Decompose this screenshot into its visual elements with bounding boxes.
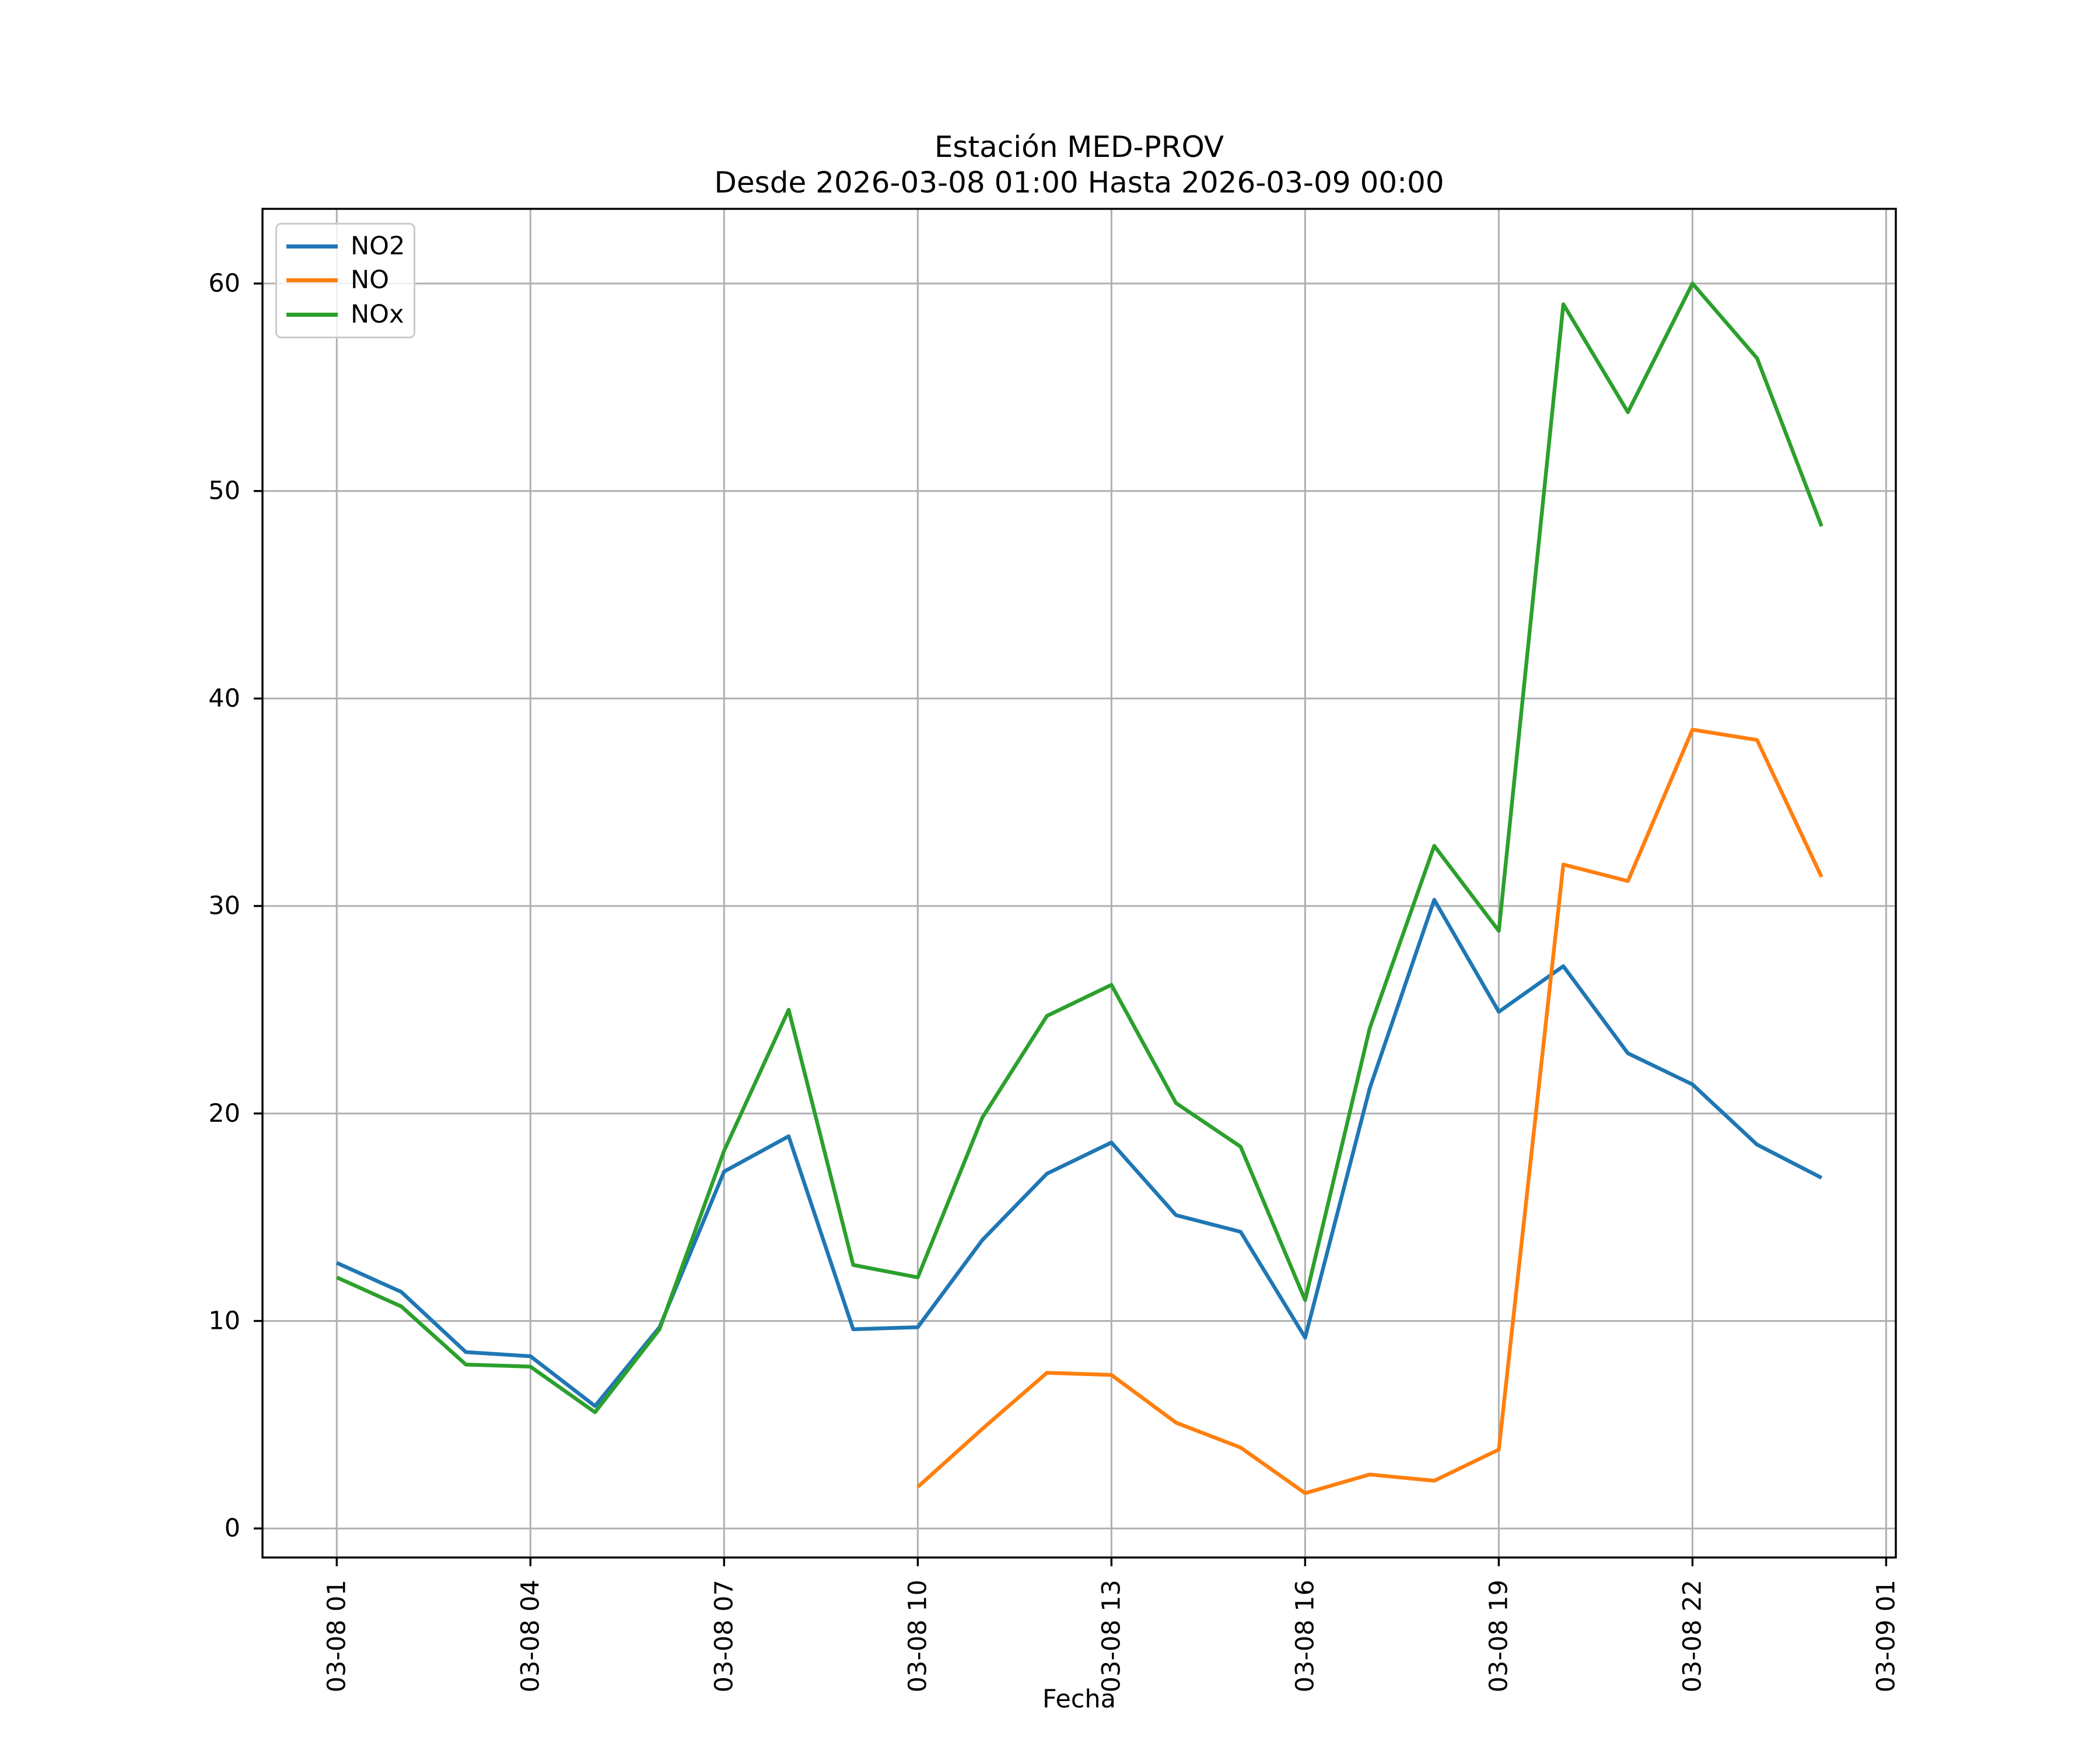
x-axis-label: Fecha xyxy=(1042,1685,1116,1714)
legend-label-nox: NOx xyxy=(351,300,404,330)
legend-line-nox-icon xyxy=(286,313,338,317)
chart-title-line2: Desde 2026-03-08 01:00 Hasta 2026-03-09 … xyxy=(714,166,1444,200)
y-tick-label: 20 xyxy=(208,1099,240,1128)
legend: NO2 NO NOx xyxy=(275,223,415,338)
x-tick-label: 03-09 01 xyxy=(1871,1580,1901,1692)
legend-entry-nox: NOx xyxy=(286,299,414,331)
x-tick-label: 03-08 22 xyxy=(1678,1580,1707,1692)
x-tick-label: 03-08 07 xyxy=(709,1580,738,1692)
y-tick-label: 50 xyxy=(208,477,240,506)
y-tick-label: 60 xyxy=(208,269,240,298)
y-tick-label: 10 xyxy=(208,1307,240,1336)
legend-entry-no2: NO2 xyxy=(286,230,414,262)
chart-title-line1: Estación MED-PROV xyxy=(934,130,1224,164)
x-tick-label: 03-08 16 xyxy=(1290,1580,1320,1692)
y-tick-label: 30 xyxy=(208,891,240,921)
legend-line-no-icon xyxy=(286,278,338,283)
legend-label-no2: NO2 xyxy=(351,231,405,261)
x-tick-label: 03-08 01 xyxy=(322,1580,351,1692)
axes-frame xyxy=(261,208,1897,1559)
legend-entry-no: NO xyxy=(286,264,414,297)
x-tick-label: 03-08 19 xyxy=(1484,1580,1513,1692)
series-line-no2 xyxy=(335,898,1823,1408)
series-line-nox xyxy=(335,281,1824,1415)
y-tick-label: 40 xyxy=(208,684,240,713)
y-tick-label: 0 xyxy=(225,1514,240,1543)
chart-title: Estación MED-PROV Desde 2026-03-08 01:00… xyxy=(262,130,1896,201)
legend-line-no2-icon xyxy=(286,244,338,249)
x-tick-label: 03-08 10 xyxy=(903,1580,932,1692)
x-tick-label: 03-08 04 xyxy=(516,1580,545,1692)
series-line-no xyxy=(916,727,1824,1495)
x-tick-label: 03-08 13 xyxy=(1097,1580,1126,1692)
legend-label-no: NO xyxy=(351,265,390,295)
